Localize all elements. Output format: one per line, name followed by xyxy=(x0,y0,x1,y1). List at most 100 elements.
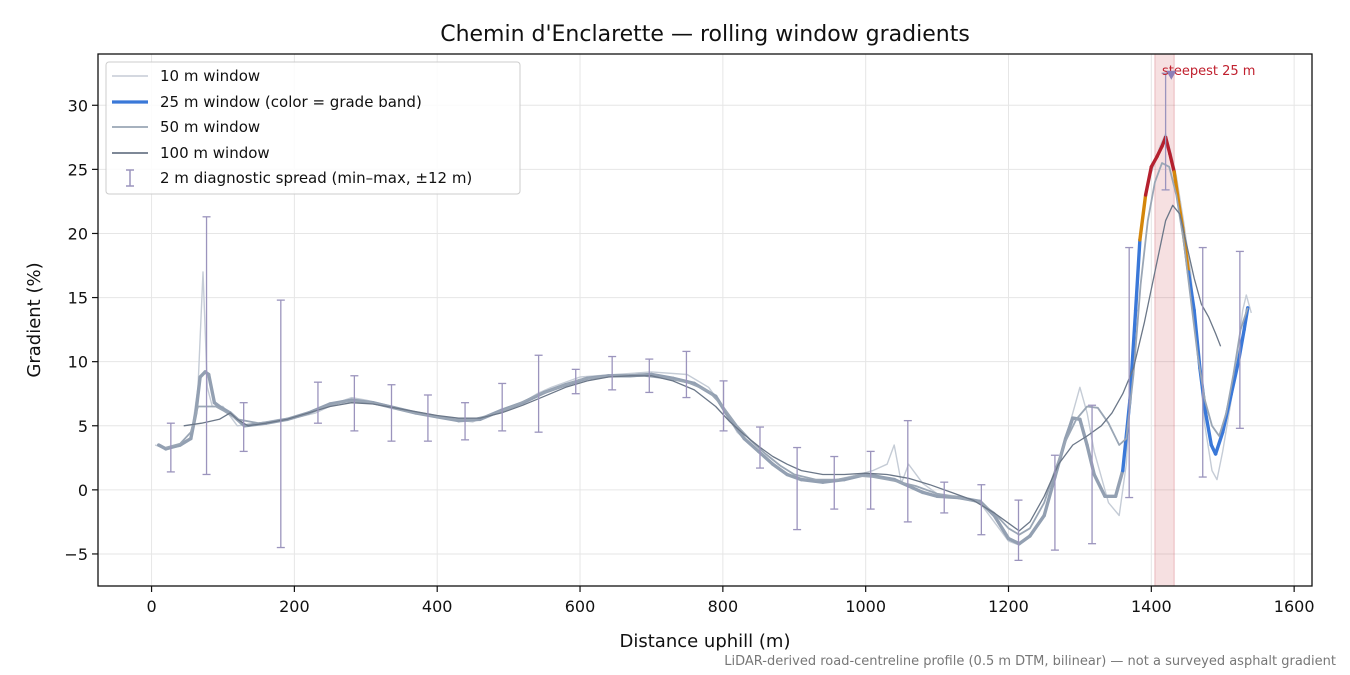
legend: 10 m window 25 m window (color = grade ba… xyxy=(105,61,521,195)
legend-label: 10 m window xyxy=(160,67,260,85)
errorbar xyxy=(608,355,617,391)
series-25m-segment xyxy=(194,375,202,415)
series-25m-segment xyxy=(821,477,846,484)
x-tick-label: 0 xyxy=(146,597,156,616)
errorbar xyxy=(313,381,322,424)
errorbar xyxy=(498,382,507,432)
series-25m-segment xyxy=(742,436,761,454)
series-25m-segment xyxy=(1128,308,1138,402)
errorbar xyxy=(793,446,802,531)
steepest-marker xyxy=(1166,70,1177,80)
errorbar xyxy=(903,419,912,523)
errorbar xyxy=(423,394,432,442)
series-25m-segment xyxy=(785,472,804,482)
series-25m-segment xyxy=(878,475,896,482)
footnote: LiDAR-derived road-centreline profile (0… xyxy=(724,654,1336,669)
errorbar xyxy=(1198,246,1207,478)
series-25m-segment xyxy=(1078,417,1089,447)
y-tick-label: 10 xyxy=(68,353,88,372)
series-25m-segment xyxy=(1138,193,1148,242)
series-25m-segment xyxy=(1143,165,1154,197)
legend-label: 25 m window (color = grade band) xyxy=(160,93,422,111)
y-tick-label: 0 xyxy=(78,481,88,500)
y-tick-label: 30 xyxy=(68,96,88,115)
errorbar xyxy=(682,350,691,399)
series-25m-segment xyxy=(863,472,882,479)
series-25m-segment xyxy=(1042,475,1057,518)
y-tick-label: −5 xyxy=(64,545,88,564)
y-tick-label: 15 xyxy=(68,289,88,308)
legend-label: 2 m diagnostic spread (min–max, ±12 m) xyxy=(160,169,472,187)
chart-title: Chemin d'Enclarette — rolling window gra… xyxy=(440,22,970,47)
y-axis-ticks: −5 0 5 10 15 20 25 30 xyxy=(64,96,98,564)
series-25m-segment xyxy=(1149,154,1159,169)
series-25m-segment xyxy=(756,449,775,466)
series-25m-segment xyxy=(1017,534,1032,546)
errorbar xyxy=(571,368,580,395)
series-25m-segment xyxy=(1186,270,1196,313)
x-tick-label: 400 xyxy=(422,597,453,616)
series-25m-segment xyxy=(178,436,193,447)
errorbar xyxy=(645,358,654,394)
x-tick-label: 1200 xyxy=(988,597,1029,616)
y-tick-label: 5 xyxy=(78,417,88,436)
series-25m-segment xyxy=(1092,472,1107,498)
errorbar xyxy=(719,380,728,432)
x-tick-label: 800 xyxy=(708,597,739,616)
legend-label: 50 m window xyxy=(160,118,260,136)
series-25m-segment xyxy=(921,490,939,498)
series-line-2 xyxy=(165,162,1249,536)
series-25m-segment xyxy=(1133,238,1142,313)
series-25m-segment xyxy=(1203,411,1214,447)
series-25m-segment xyxy=(1163,135,1172,156)
series-25m-segment xyxy=(1006,536,1021,546)
series-25m-segment xyxy=(1085,443,1096,477)
errorbar xyxy=(239,402,248,453)
errorbar xyxy=(1014,499,1023,562)
errorbar xyxy=(350,375,359,432)
series-25m-segment xyxy=(206,372,217,405)
x-tick-label: 1000 xyxy=(845,597,886,616)
series-25m-segment xyxy=(649,372,675,381)
errorbar xyxy=(1125,246,1134,499)
errorbar xyxy=(866,450,875,510)
errorbar-layer xyxy=(166,72,1244,562)
series-25m-segment xyxy=(799,477,825,484)
y-tick-label: 25 xyxy=(68,160,88,179)
errorbar xyxy=(1235,250,1244,429)
annotation-layer: steepest 25 m xyxy=(1162,64,1255,80)
series-25m-segment xyxy=(1155,144,1164,159)
errorbar xyxy=(940,481,949,514)
errorbar xyxy=(202,216,211,476)
errorbar xyxy=(166,422,175,473)
x-tick-label: 200 xyxy=(279,597,310,616)
x-tick-label: 600 xyxy=(565,597,596,616)
series-25m-segment xyxy=(992,513,1011,541)
series-25m-segment xyxy=(1063,416,1075,441)
steepest-span-band xyxy=(1154,53,1175,587)
series-25m-segment xyxy=(1213,430,1225,456)
legend-items: 10 m window 25 m window (color = grade ba… xyxy=(112,67,472,187)
y-tick-label: 20 xyxy=(68,224,88,243)
y-axis-label: Gradient (%) xyxy=(24,262,45,377)
errorbar xyxy=(1088,404,1097,545)
errorbar xyxy=(387,384,396,442)
series-25m-segment xyxy=(1113,468,1125,498)
errorbar xyxy=(276,299,285,549)
steepest-span-layer xyxy=(1154,53,1175,587)
errorbar xyxy=(977,484,986,536)
series-25m-segment xyxy=(164,443,182,451)
steepest-annotation-label: steepest 25 m xyxy=(1162,64,1255,79)
series-25m-segment xyxy=(1172,170,1181,204)
series-25m-segment xyxy=(217,404,232,415)
series-line-3 xyxy=(183,204,1222,532)
series-25m-segment xyxy=(1168,152,1176,174)
errorbar xyxy=(830,455,839,510)
errorbar xyxy=(534,354,543,433)
legend-box xyxy=(105,61,521,195)
errorbar xyxy=(461,402,470,441)
series-25m-segment xyxy=(771,462,789,477)
series-25m-segment xyxy=(1229,359,1241,396)
x-axis-label: Distance uphill (m) xyxy=(620,631,791,652)
